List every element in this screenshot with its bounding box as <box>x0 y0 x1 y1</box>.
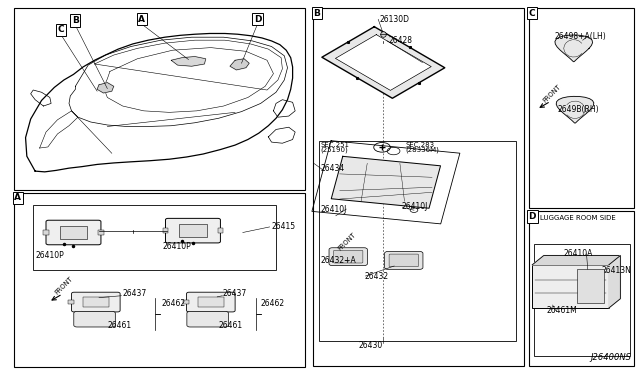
Text: 26432: 26432 <box>364 272 388 280</box>
Text: 26434: 26434 <box>321 164 345 173</box>
Text: 26410P: 26410P <box>163 242 191 251</box>
Text: 26432+A: 26432+A <box>321 256 356 265</box>
FancyBboxPatch shape <box>187 311 228 327</box>
Text: 26461: 26461 <box>108 321 131 330</box>
Text: 26498+A(LH): 26498+A(LH) <box>554 32 606 41</box>
Text: 26437: 26437 <box>222 289 246 298</box>
Text: LUGGAGE ROOM SIDE: LUGGAGE ROOM SIDE <box>540 215 616 221</box>
Bar <box>319 141 516 341</box>
Bar <box>534 244 630 356</box>
Text: 26410J: 26410J <box>321 205 347 214</box>
Polygon shape <box>532 256 620 265</box>
Text: J26400NS: J26400NS <box>590 353 631 362</box>
FancyBboxPatch shape <box>333 250 363 263</box>
Bar <box>529 211 634 366</box>
Text: A: A <box>14 193 21 202</box>
Text: 26461M: 26461M <box>547 306 578 315</box>
Text: 26410J: 26410J <box>401 202 428 211</box>
Bar <box>83 298 109 307</box>
Text: FRONT: FRONT <box>541 83 562 103</box>
Text: D: D <box>253 15 261 24</box>
Text: C: C <box>58 25 64 34</box>
Text: FRONT: FRONT <box>53 276 74 296</box>
Polygon shape <box>332 156 440 208</box>
Bar <box>183 300 189 304</box>
Polygon shape <box>609 256 620 308</box>
Bar <box>68 300 74 304</box>
Text: FRONT: FRONT <box>337 231 357 251</box>
Bar <box>577 269 604 303</box>
Polygon shape <box>322 27 445 98</box>
Text: 2649B(RH): 2649B(RH) <box>557 105 599 114</box>
Bar <box>198 298 224 307</box>
Text: 26413N: 26413N <box>602 266 632 275</box>
Bar <box>14 193 305 367</box>
FancyBboxPatch shape <box>389 254 419 267</box>
Polygon shape <box>555 35 593 62</box>
Bar <box>163 228 168 233</box>
Polygon shape <box>230 59 249 70</box>
Bar <box>179 224 207 237</box>
Polygon shape <box>335 35 431 90</box>
Text: 26461: 26461 <box>218 321 243 330</box>
Text: A: A <box>138 15 145 24</box>
FancyBboxPatch shape <box>385 251 423 269</box>
Bar <box>313 8 524 366</box>
Bar <box>529 8 634 208</box>
Text: 26462: 26462 <box>161 299 185 308</box>
FancyBboxPatch shape <box>329 248 367 266</box>
Text: B: B <box>72 16 79 25</box>
Text: 26462: 26462 <box>260 299 285 308</box>
Text: (28336M): (28336M) <box>405 147 439 153</box>
Polygon shape <box>97 83 114 93</box>
Text: SEC.251: SEC.251 <box>321 142 349 148</box>
Bar <box>14 8 305 190</box>
Polygon shape <box>556 96 594 123</box>
FancyBboxPatch shape <box>72 292 120 312</box>
Text: 26410P: 26410P <box>35 251 64 260</box>
Text: B: B <box>314 9 321 17</box>
Text: D: D <box>529 212 536 221</box>
Text: (25190): (25190) <box>321 147 348 153</box>
FancyBboxPatch shape <box>74 311 115 327</box>
Bar <box>218 228 223 233</box>
Polygon shape <box>172 57 205 66</box>
Bar <box>33 205 276 270</box>
Bar <box>99 230 104 235</box>
Bar <box>44 230 49 235</box>
Text: 26430: 26430 <box>358 341 383 350</box>
Text: C: C <box>529 9 536 17</box>
FancyBboxPatch shape <box>186 292 235 312</box>
Text: 26437: 26437 <box>123 289 147 298</box>
Text: SEC.283: SEC.283 <box>405 142 434 148</box>
Text: 26130D: 26130D <box>380 15 410 24</box>
FancyBboxPatch shape <box>166 218 220 243</box>
Text: 26428: 26428 <box>388 36 412 45</box>
FancyBboxPatch shape <box>46 220 101 245</box>
Bar <box>60 226 87 239</box>
Text: 26415: 26415 <box>271 222 296 231</box>
Bar <box>532 265 609 308</box>
Text: 26410A: 26410A <box>563 249 593 258</box>
